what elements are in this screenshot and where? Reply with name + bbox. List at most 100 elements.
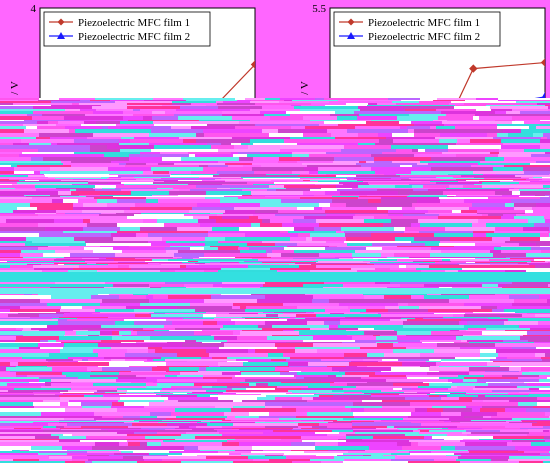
glitch-strip bbox=[133, 451, 169, 453]
glitch-strip bbox=[248, 265, 299, 268]
glitch-strip bbox=[239, 262, 262, 263]
glitch-strip bbox=[184, 446, 198, 450]
glitch-strip bbox=[344, 241, 402, 243]
glitch-strip bbox=[51, 383, 93, 386]
glitch-strip bbox=[381, 390, 399, 392]
glitch-strip bbox=[336, 375, 342, 377]
glitch-strip bbox=[162, 388, 176, 390]
glitch-strip bbox=[60, 397, 120, 400]
glitch-strip bbox=[277, 366, 289, 367]
glitch-strip bbox=[466, 262, 475, 263]
glitch-strip bbox=[251, 191, 303, 195]
glitch-strip bbox=[0, 126, 26, 129]
glitch-strip bbox=[272, 121, 324, 124]
glitch-strip bbox=[49, 284, 113, 287]
glitch-strip bbox=[402, 362, 436, 366]
glitch-strip bbox=[141, 213, 176, 214]
glitch-strip bbox=[56, 188, 93, 189]
glitch-strip bbox=[367, 353, 384, 357]
glitch-strip bbox=[425, 243, 439, 246]
glitch-strip bbox=[402, 207, 415, 210]
glitch-strip bbox=[330, 313, 344, 314]
glitch-strip bbox=[65, 213, 101, 214]
glitch-strip bbox=[540, 453, 550, 455]
glitch-strip bbox=[0, 139, 21, 143]
glitch-strip bbox=[114, 145, 154, 149]
glitch-strip bbox=[349, 397, 405, 400]
glitch-strip bbox=[543, 430, 549, 432]
glitch-strip bbox=[440, 133, 487, 137]
glitch-strip bbox=[39, 451, 75, 453]
glitch-strip bbox=[480, 353, 498, 357]
glitch-strip bbox=[519, 461, 543, 463]
glitch-strip bbox=[283, 303, 339, 306]
glitch-strip bbox=[87, 223, 117, 227]
glitch-strip bbox=[48, 455, 87, 456]
glitch-strip bbox=[70, 189, 76, 191]
glitch-strip bbox=[43, 253, 70, 257]
glitch-strip bbox=[476, 98, 498, 100]
glitch-strip bbox=[415, 207, 469, 210]
glitch-strip bbox=[406, 375, 458, 377]
glitch-strip bbox=[64, 343, 98, 347]
glitch-strip bbox=[128, 120, 134, 121]
glitch-strip bbox=[165, 111, 222, 114]
glitch-strip bbox=[351, 268, 375, 270]
glitch-strip bbox=[135, 314, 151, 317]
glitch-strip bbox=[54, 259, 114, 261]
glitch-strip bbox=[333, 161, 359, 163]
glitch-strip bbox=[452, 382, 469, 383]
glitch-strip bbox=[545, 412, 550, 416]
glitch-strip bbox=[411, 171, 473, 174]
glitch-strip bbox=[316, 259, 326, 261]
glitch-strip bbox=[429, 359, 441, 361]
glitch-strip bbox=[357, 180, 403, 181]
glitch-strip bbox=[397, 442, 411, 446]
glitch-strip bbox=[337, 246, 397, 247]
glitch-strip bbox=[327, 434, 346, 436]
glitch-strip bbox=[157, 366, 209, 367]
glitch-strip bbox=[416, 450, 468, 451]
glitch-strip bbox=[547, 137, 550, 139]
glitch-strip bbox=[465, 442, 507, 446]
glitch-strip bbox=[216, 101, 223, 103]
glitch-strip bbox=[531, 247, 550, 250]
glitch-strip bbox=[203, 382, 240, 383]
glitch-strip bbox=[346, 330, 394, 331]
glitch-strip bbox=[332, 196, 359, 197]
glitch-strip bbox=[395, 237, 414, 241]
glitch-strip bbox=[269, 185, 284, 188]
glitch-strip bbox=[319, 423, 352, 426]
glitch-strip bbox=[112, 331, 119, 335]
glitch-strip bbox=[231, 408, 296, 412]
glitch-strip bbox=[464, 103, 507, 105]
glitch-strip bbox=[74, 442, 95, 446]
glitch-strip bbox=[236, 393, 286, 394]
glitch-strip bbox=[506, 284, 548, 287]
glitch-strip bbox=[527, 268, 550, 270]
glitch-strip bbox=[301, 388, 343, 390]
glitch-strip bbox=[405, 109, 436, 111]
glitch-strip bbox=[548, 106, 550, 109]
glitch-strip bbox=[161, 395, 197, 397]
glitch-strip bbox=[280, 359, 286, 361]
glitch-strip bbox=[441, 361, 493, 362]
glitch-strip bbox=[80, 109, 96, 111]
glitch-strip bbox=[195, 436, 251, 439]
glitch-strip bbox=[108, 167, 151, 171]
glitch-strip bbox=[482, 406, 533, 408]
glitch-strip bbox=[26, 126, 37, 129]
glitch-strip bbox=[467, 459, 491, 461]
glitch-strip bbox=[357, 116, 397, 120]
glitch-strip bbox=[436, 126, 455, 129]
glitch-strip bbox=[512, 303, 550, 306]
glitch-strip bbox=[504, 157, 550, 161]
glitch-strip bbox=[45, 383, 51, 386]
glitch-strip bbox=[466, 392, 519, 393]
glitch-strip bbox=[73, 268, 131, 270]
glitch-strip bbox=[33, 111, 93, 114]
glitch-strip bbox=[0, 189, 36, 191]
glitch-strip bbox=[310, 233, 345, 237]
glitch-strip bbox=[63, 199, 78, 203]
glitch-strip bbox=[196, 426, 222, 428]
